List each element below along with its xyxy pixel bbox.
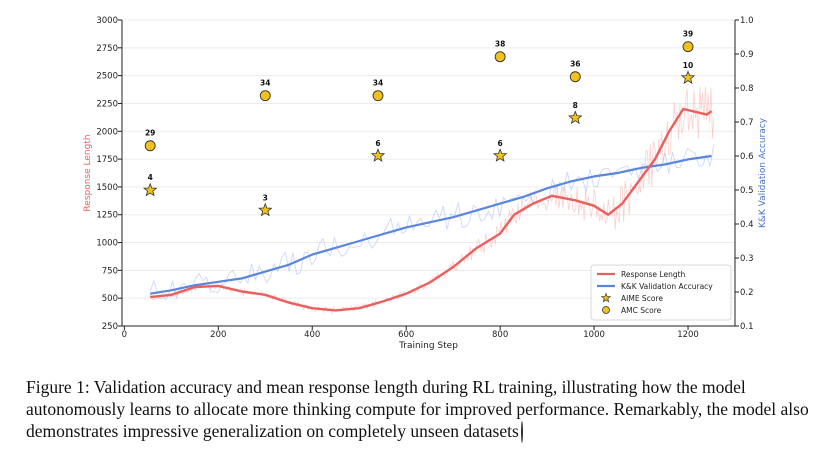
legend-response-length-label: Response Length (621, 270, 686, 279)
y-left-tick-label: 2500 (96, 72, 118, 82)
amc-score-marker (372, 90, 384, 102)
x-tick-label: 0 (122, 330, 127, 340)
y-right-axis-label: K&K Validation Accuracy (758, 117, 768, 228)
aime-score-label: 6 (498, 139, 503, 148)
amc-score-marker (682, 41, 694, 53)
amc-score-marker (494, 51, 506, 63)
y-right-tick-label: 0.4 (740, 220, 754, 230)
legend-aime-swatch (600, 292, 612, 303)
series-lines (150, 107, 713, 312)
aime-score-marker (370, 148, 386, 162)
legend-amc-label: AMC Score (621, 306, 662, 315)
aime-score-label: 3 (263, 193, 268, 202)
axes: 2505007501000125015001750200022502500275… (83, 16, 768, 351)
caption-text: Validation accuracy and mean response le… (26, 377, 809, 441)
amc-score-label: 39 (683, 30, 693, 39)
y-left-tick-label: 250 (102, 322, 118, 332)
aime-score-marker (568, 110, 583, 125)
aime-score-label: 10 (683, 61, 693, 70)
y-left-tick-label: 2000 (96, 127, 118, 137)
accuracy-line (150, 154, 712, 295)
y-right-tick-label: 0.5 (740, 186, 754, 196)
aime-score-marker (680, 70, 696, 85)
y-left-tick-label: 3000 (96, 16, 118, 26)
y-right-tick-label: 0.2 (740, 288, 754, 298)
y-right-tick-label: 0.9 (740, 50, 754, 60)
figure-caption: Figure 1: Validation accuracy and mean r… (26, 376, 816, 443)
y-left-axis-label: Response Length (83, 134, 93, 211)
y-right-tick-label: 0.3 (740, 254, 754, 264)
y-right-tick-label: 0.1 (740, 322, 754, 332)
amc-score-label: 34 (373, 79, 383, 88)
y-right-tick-label: 1.0 (740, 16, 754, 26)
aime-score-marker (142, 182, 158, 197)
caption-label: Figure 1: (26, 377, 90, 397)
aime-score-marker (492, 148, 508, 162)
y-left-tick-label: 1500 (96, 183, 118, 193)
y-left-tick-label: 1250 (96, 211, 118, 221)
aime-score-marker (258, 202, 273, 217)
legend-aime-label: AIME Score (621, 294, 663, 303)
amc-score-marker (259, 90, 271, 102)
y-left-tick-label: 750 (102, 266, 118, 276)
y-left-tick-label: 1750 (96, 155, 118, 165)
aime-score-label: 8 (573, 101, 578, 110)
x-tick-label: 1000 (583, 330, 605, 340)
amc-score-label: 34 (260, 79, 270, 88)
y-left-tick-label: 2750 (96, 44, 118, 54)
x-tick-label: 800 (492, 330, 508, 340)
response-length-line (150, 107, 713, 312)
y-right-tick-label: 0.8 (740, 84, 754, 94)
y-right-tick-label: 0.6 (740, 152, 754, 162)
amc-score-marker (569, 71, 581, 83)
y-left-tick-label: 500 (102, 294, 118, 304)
x-tick-label: 400 (304, 330, 320, 340)
x-tick-label: 200 (210, 330, 226, 340)
legend-amc-swatch (602, 306, 610, 314)
legend: Response Length K&K Validation Accuracy AI… (590, 264, 732, 321)
y-right-tick-label: 0.7 (740, 118, 754, 128)
legend-box (590, 264, 732, 321)
circle-icon (520, 421, 523, 443)
aime-score-label: 6 (375, 139, 380, 148)
aime-score-label: 4 (148, 173, 153, 182)
legend-accuracy-label: K&K Validation Accuracy (621, 282, 713, 291)
y-left-tick-label: 1000 (96, 239, 118, 249)
x-tick-label: 1200 (677, 330, 699, 340)
amc-score-marker (144, 140, 156, 152)
y-left-tick-label: 2250 (96, 99, 118, 109)
amc-score-label: 38 (495, 40, 505, 49)
amc-score-label: 29 (145, 129, 155, 138)
grid-lines (122, 19, 735, 327)
x-tick-label: 600 (398, 330, 414, 340)
amc-score-label: 36 (570, 60, 580, 69)
x-axis-label: Training Step (398, 341, 458, 351)
